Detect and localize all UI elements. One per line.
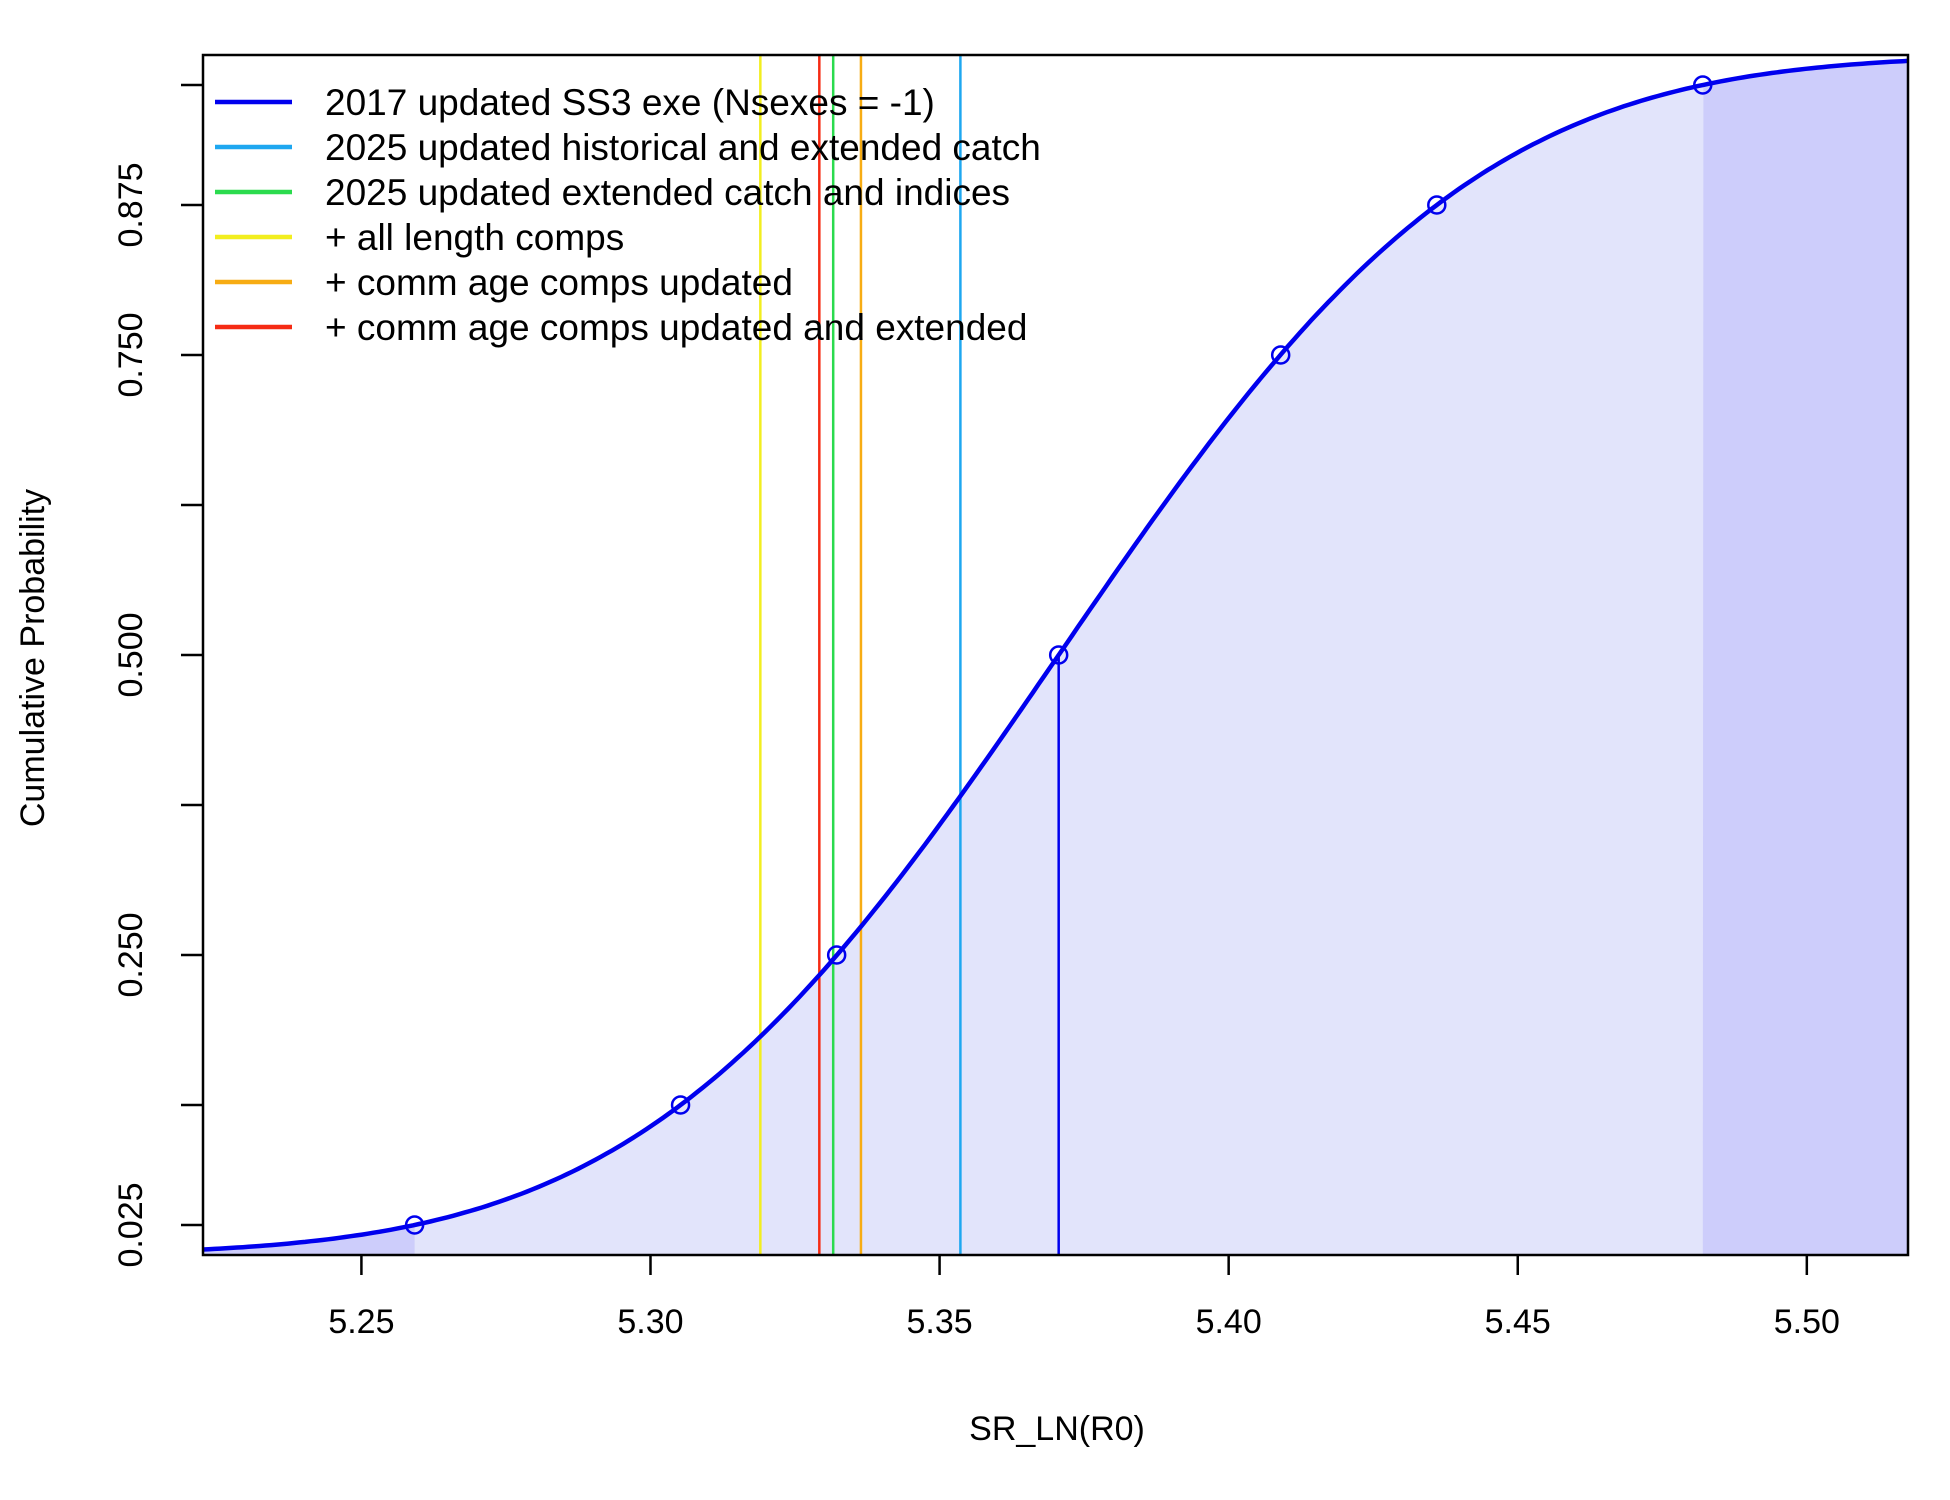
quantile-point-1 bbox=[404, 1215, 425, 1235]
plot-area bbox=[202, 55, 1909, 1255]
quantile-point-4 bbox=[1048, 645, 1069, 665]
quantile-point-3 bbox=[826, 945, 847, 965]
legend-label: 2025 updated historical and extended cat… bbox=[325, 127, 1041, 168]
x-tick-label: 5.45 bbox=[1485, 1303, 1551, 1341]
x-tick-label: 5.35 bbox=[906, 1303, 972, 1341]
cdf-curve bbox=[202, 58, 1909, 1252]
y-tick-label: 0.875 bbox=[112, 162, 150, 247]
legend-label: + all length comps bbox=[325, 217, 624, 258]
legend-label: 2017 updated SS3 exe (Nsexes = -1) bbox=[325, 82, 935, 123]
y-axis-title: Cumulative Probability bbox=[14, 489, 52, 827]
x-axis-title: SR_LN(R0) bbox=[969, 1410, 1145, 1448]
quantile-point-2 bbox=[670, 1095, 691, 1115]
x-tick-label: 5.30 bbox=[617, 1303, 683, 1341]
x-tick-label: 5.25 bbox=[328, 1303, 394, 1341]
axes: 5.25 5.30 5.35 5.40 5.45 5.50 0.025 0.250 0.500 0… bbox=[112, 53, 1910, 1341]
y-tick-label: 0.025 bbox=[112, 1182, 150, 1267]
legend-label: + comm age comps updated and extended bbox=[325, 307, 1027, 348]
quantile-point-5 bbox=[1270, 345, 1291, 365]
quantile-point-7 bbox=[1693, 75, 1713, 95]
y-tick-label: 0.250 bbox=[112, 912, 150, 997]
x-tick-label: 5.40 bbox=[1196, 1303, 1262, 1341]
x-tick-label: 5.50 bbox=[1774, 1303, 1840, 1341]
cdf-area-fill bbox=[203, 60, 1908, 1255]
legend-label: 2025 updated extended catch and indices bbox=[325, 172, 1010, 213]
quantile-point-6 bbox=[1427, 195, 1447, 215]
y-tick-label: 0.500 bbox=[112, 612, 150, 697]
legend: 2017 updated SS3 exe (Nsexes = -1)2025 u… bbox=[215, 82, 1041, 348]
upper-tail-shading bbox=[1702, 60, 1908, 1255]
legend-label: + comm age comps updated bbox=[325, 262, 793, 303]
y-tick-label: 0.750 bbox=[112, 312, 150, 397]
